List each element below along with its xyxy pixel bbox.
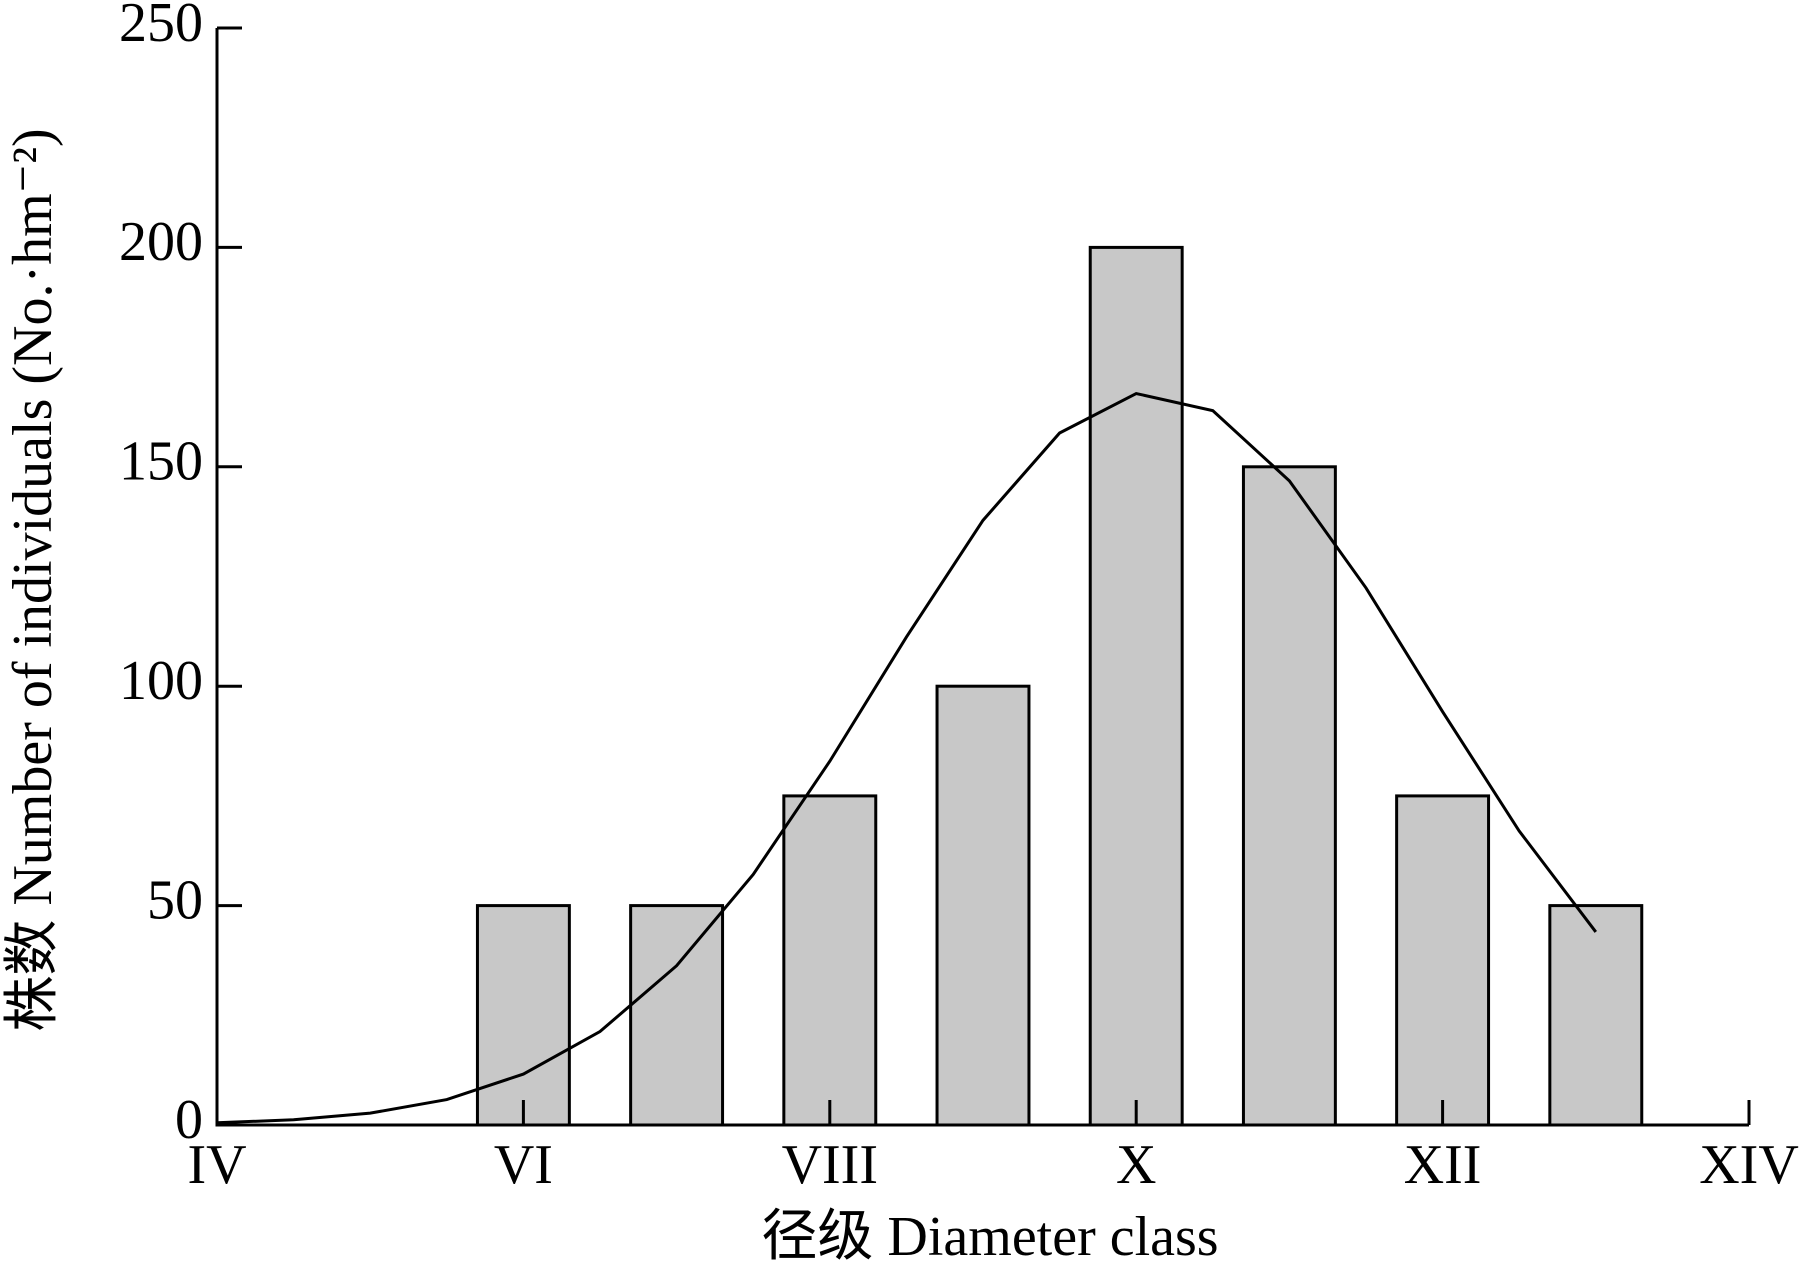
fit-curve [216, 391, 1597, 1125]
x-tick-label: X [1116, 1134, 1156, 1196]
y-tick-label: 150 [119, 431, 203, 493]
bar [1395, 794, 1491, 1127]
x-tick-label: XII [1404, 1134, 1482, 1196]
x-axis-label: 径级 Diameter class [761, 1206, 1218, 1268]
x-tick-label: XIV [1699, 1134, 1799, 1196]
y-tick-label: 50 [147, 869, 203, 931]
y-axis-label: 株数 Number of individuals (No.·hm⁻²) [2, 128, 64, 1031]
bar [782, 794, 878, 1127]
x-tick-label: VIII [782, 1134, 878, 1196]
bar [1241, 465, 1337, 1127]
bar [1088, 245, 1184, 1127]
x-tick-label: VI [494, 1134, 553, 1196]
bar [935, 684, 1031, 1127]
y-tick-label: 200 [119, 211, 203, 273]
y-tick-label: 100 [119, 650, 203, 712]
bar [1548, 904, 1644, 1127]
y-tick-label: 250 [119, 0, 203, 54]
x-tick-label: IV [187, 1134, 246, 1196]
y-tick-label: 0 [175, 1089, 203, 1151]
bar [475, 904, 571, 1127]
bar [629, 904, 725, 1127]
